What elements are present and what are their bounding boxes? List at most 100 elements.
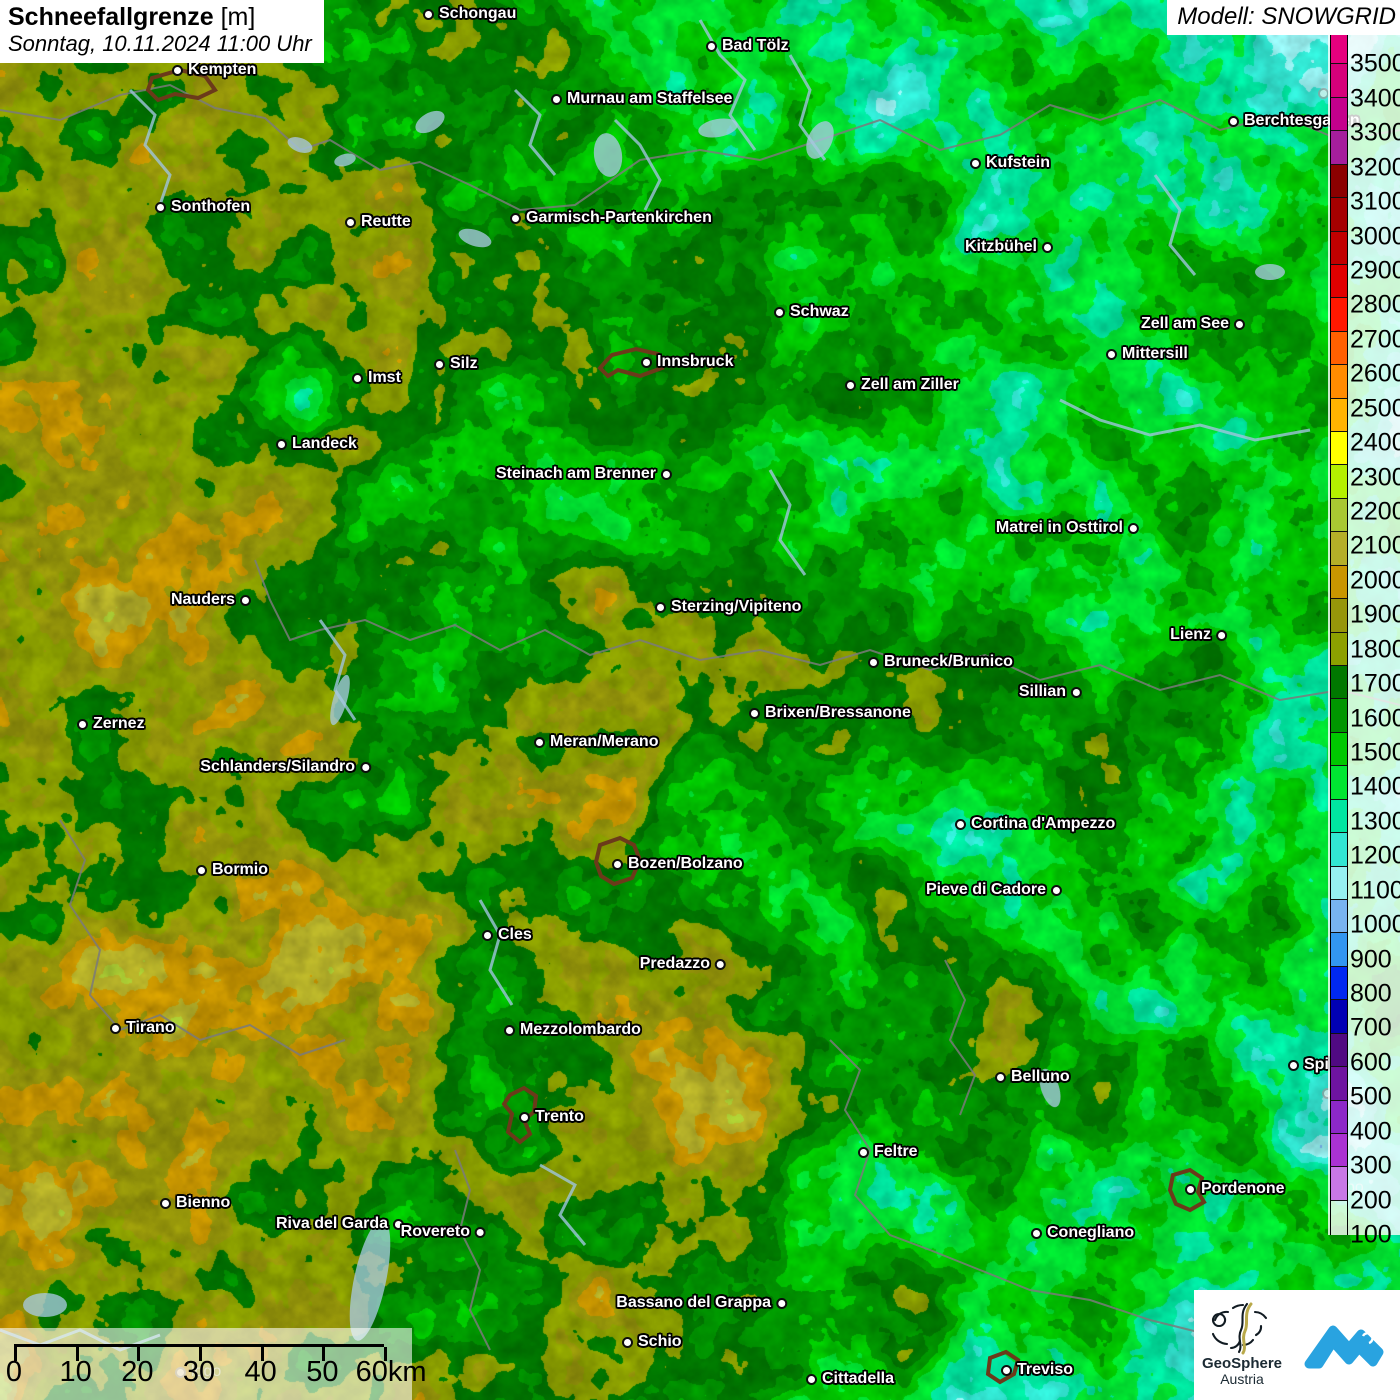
- city-marker[interactable]: Kempten: [172, 61, 256, 79]
- city-marker[interactable]: Trento: [519, 1108, 584, 1126]
- scale-label-0: 0: [5, 1356, 23, 1388]
- city-marker[interactable]: Pieve di Cadore: [926, 881, 1062, 899]
- legend-swatch-3000: [1331, 197, 1347, 232]
- legend-swatch-2300: [1331, 431, 1347, 466]
- city-label: Predazzo: [639, 955, 710, 972]
- city-marker[interactable]: Mezzolombardo: [504, 1021, 641, 1039]
- city-boundary-outlines: [145, 67, 1207, 1385]
- city-marker[interactable]: Pordenone: [1185, 1180, 1285, 1198]
- city-marker[interactable]: Feltre: [858, 1143, 918, 1161]
- city-marker[interactable]: Garmisch-Partenkirchen: [510, 209, 712, 227]
- city-marker[interactable]: Cortina d'Ampezzo: [955, 815, 1115, 833]
- legend-swatch-100: [1331, 1166, 1347, 1201]
- city-marker[interactable]: Bassano del Grappa: [616, 1294, 787, 1312]
- city-label: Kufstein: [986, 154, 1050, 171]
- city-marker[interactable]: Mittersill: [1106, 345, 1188, 363]
- city-dot-icon: [612, 858, 623, 870]
- city-marker[interactable]: Innsbruck: [641, 353, 733, 371]
- city-marker[interactable]: Lienz: [1170, 626, 1227, 644]
- scale-tick-1: [75, 1347, 79, 1361]
- city-marker[interactable]: Predazzo: [640, 955, 726, 973]
- city-marker[interactable]: Nauders: [171, 591, 251, 609]
- legend-tick-400: 400: [1350, 1117, 1392, 1146]
- city-marker[interactable]: Riva del Garda: [276, 1215, 404, 1233]
- city-marker[interactable]: Meran/Merano: [534, 733, 658, 751]
- city-dot-icon: [172, 64, 183, 76]
- city-label: Kitzbühel: [965, 238, 1037, 255]
- legend-tick-1700: 1700: [1350, 669, 1400, 698]
- city-marker[interactable]: Landeck: [276, 435, 357, 453]
- city-marker[interactable]: Sillian: [1019, 683, 1082, 701]
- city-dot-icon: [970, 157, 981, 169]
- city-marker[interactable]: Steinach am Brenner: [496, 465, 672, 483]
- city-dot-icon: [534, 736, 545, 748]
- title-parameter: Schneefallgrenze: [8, 3, 214, 31]
- city-marker[interactable]: Bienno: [160, 1194, 230, 1212]
- city-dot-icon: [423, 8, 434, 20]
- legend-tick-1000: 1000: [1350, 910, 1400, 939]
- scale-label-1: 10: [59, 1356, 92, 1388]
- city-marker[interactable]: Sterzing/Vipiteno: [655, 598, 801, 616]
- title-unit: [m]: [220, 3, 256, 31]
- scale-tick-2: [137, 1347, 141, 1361]
- city-dot-icon: [1288, 1059, 1299, 1071]
- city-marker[interactable]: Murnau am Staffelsee: [551, 90, 732, 108]
- city-marker[interactable]: Cittadella: [806, 1370, 894, 1388]
- city-marker[interactable]: Reutte: [345, 213, 411, 231]
- city-marker[interactable]: Brixen/Bressanone: [749, 704, 911, 722]
- city-marker[interactable]: Bozen/Bolzano: [612, 855, 743, 873]
- city-marker[interactable]: Schongau: [423, 5, 516, 23]
- legend-tick-600: 600: [1350, 1048, 1392, 1077]
- city-marker[interactable]: Zernez: [77, 715, 145, 733]
- city-label: Kempten: [188, 61, 257, 78]
- city-marker[interactable]: Tirano: [110, 1019, 175, 1037]
- city-marker[interactable]: Schio: [622, 1333, 682, 1351]
- city-label: Nauders: [170, 591, 235, 608]
- city-marker[interactable]: Bad Tölz: [706, 37, 789, 55]
- legend-tick-3100: 3100: [1350, 187, 1400, 216]
- legend-tick-1500: 1500: [1350, 738, 1400, 767]
- city-marker[interactable]: Zell am Ziller: [845, 376, 959, 394]
- city-dot-icon: [715, 958, 726, 970]
- city-marker[interactable]: Kufstein: [970, 154, 1050, 172]
- legend-swatch-3300: [1331, 96, 1347, 132]
- city-marker[interactable]: Rovereto: [401, 1223, 486, 1241]
- city-label: Rovereto: [400, 1223, 470, 1240]
- legend-swatch-300: [1331, 1099, 1347, 1134]
- legend-tick-2600: 2600: [1350, 359, 1400, 388]
- city-dot-icon: [845, 379, 856, 391]
- city-marker[interactable]: Belluno: [995, 1068, 1070, 1086]
- city-marker[interactable]: Conegliano: [1031, 1224, 1134, 1242]
- city-marker[interactable]: Sonthofen: [155, 198, 250, 216]
- city-label: Cortina d'Ampezzo: [971, 815, 1116, 832]
- city-label: Zell am See: [1140, 315, 1229, 332]
- city-label: Imst: [368, 369, 401, 386]
- city-marker[interactable]: Imst: [352, 369, 401, 387]
- city-label: Tirano: [126, 1019, 175, 1036]
- city-label: Sonthofen: [171, 198, 251, 215]
- city-marker[interactable]: Schlanders/Silandro: [200, 758, 371, 776]
- city-marker[interactable]: Matrei in Osttirol: [996, 519, 1139, 537]
- city-label: Garmisch-Partenkirchen: [526, 209, 712, 226]
- legend-tick-900: 900: [1350, 945, 1392, 974]
- city-marker[interactable]: Schwaz: [774, 303, 849, 321]
- city-label: Bruneck/Brunico: [884, 653, 1013, 670]
- city-marker[interactable]: Bruneck/Brunico: [868, 653, 1013, 671]
- city-marker[interactable]: Bormio: [196, 861, 268, 879]
- city-label: Treviso: [1017, 1361, 1074, 1378]
- city-dot-icon: [806, 1373, 817, 1385]
- city-dot-icon: [160, 1197, 171, 1209]
- legend-tick-1400: 1400: [1350, 772, 1400, 801]
- city-marker[interactable]: Zell am See: [1141, 315, 1245, 333]
- city-marker[interactable]: Kitzbühel: [965, 238, 1053, 256]
- legend-tick-2200: 2200: [1350, 497, 1400, 526]
- legend-tick-2500: 2500: [1350, 394, 1400, 423]
- legend-tick-2800: 2800: [1350, 290, 1400, 319]
- city-dot-icon: [504, 1024, 515, 1036]
- city-marker[interactable]: Cles: [482, 926, 532, 944]
- city-dot-icon: [475, 1226, 486, 1238]
- city-marker[interactable]: Silz: [434, 355, 478, 373]
- city-label: Conegliano: [1047, 1224, 1135, 1241]
- city-marker[interactable]: Treviso: [1001, 1361, 1073, 1379]
